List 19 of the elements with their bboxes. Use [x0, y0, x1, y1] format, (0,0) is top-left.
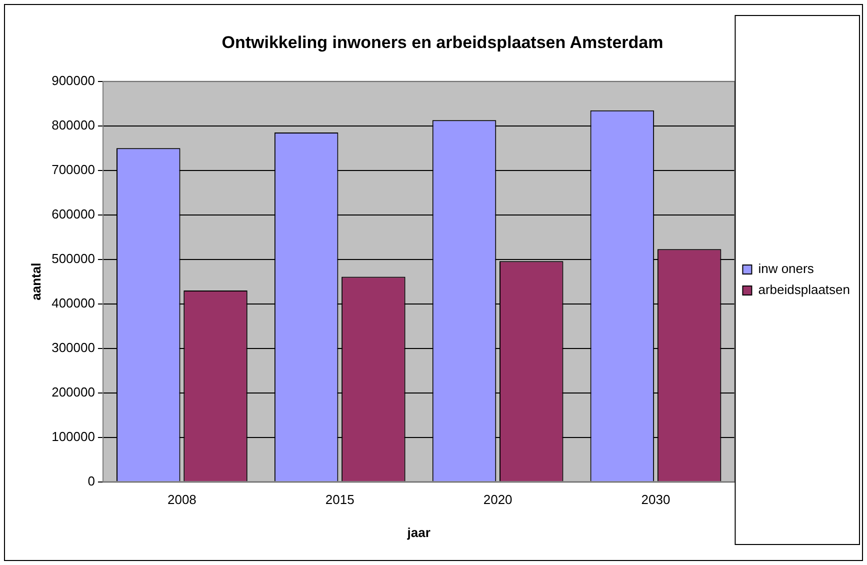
x-tick-label: 2015 — [325, 492, 354, 508]
y-tick-label: 200000 — [52, 384, 95, 400]
legend-label: arbeidsplaatsen — [758, 282, 850, 298]
y-tick-label: 900000 — [52, 72, 95, 88]
y-tick-label: 300000 — [52, 340, 95, 355]
y-tick-label: 400000 — [52, 295, 95, 310]
y-tick-label: 800000 — [52, 117, 95, 132]
x-tick-label: 2008 — [167, 492, 196, 508]
legend-label: inw oners — [758, 261, 814, 276]
x-axis-title: jaar — [406, 524, 430, 540]
y-axis-title: aantal — [28, 262, 44, 300]
y-tick-label: 500000 — [52, 250, 95, 266]
y-tick-label: 600000 — [52, 206, 95, 222]
y-tick-label: 700000 — [52, 162, 95, 177]
x-tick-label: 2030 — [641, 492, 670, 508]
y-tick-label: 100000 — [52, 428, 95, 444]
chart-title: Ontwikkeling inwoners en arbeidsplaatsen Amsterdam — [222, 32, 664, 52]
y-tick-label: 0 — [88, 473, 95, 488]
x-tick-label: 2020 — [483, 492, 512, 508]
